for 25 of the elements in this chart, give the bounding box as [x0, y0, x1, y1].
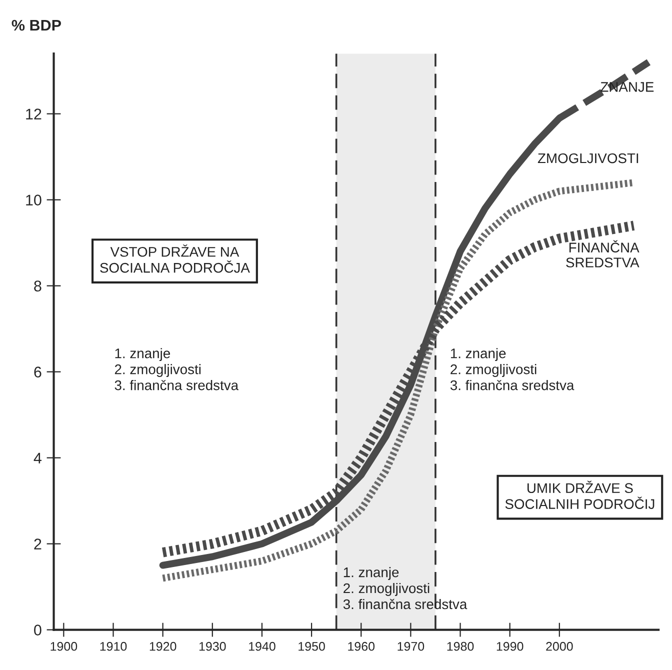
x-tick-label: 1950 — [298, 642, 325, 651]
x-tick-label: 1900 — [50, 642, 78, 651]
x-tick-label: 1970 — [398, 642, 424, 651]
x-tick-label: 1910 — [100, 642, 127, 651]
y-axis-title: % BDP — [12, 20, 61, 31]
y-tick-label: 0 — [34, 624, 42, 636]
annotation: 1. znanje 2. zmogljivosti 3. finančna sredstva — [114, 348, 239, 390]
y-tick-label: 6 — [34, 366, 42, 378]
annotation: 1. znanje 2. zmogljivosti 3. finančna sredstva — [450, 348, 574, 390]
y-tick-label: 12 — [26, 108, 42, 120]
x-tick-label: 1980 — [447, 642, 474, 651]
y-tick-label: 4 — [34, 452, 42, 464]
x-tick-label: 1930 — [199, 642, 226, 651]
annotation: VSTOP DRŽAVE NA SOCIALNA PODROČJA — [100, 244, 250, 273]
y-tick-label: 8 — [34, 280, 42, 292]
x-tick-label: 1920 — [150, 642, 176, 651]
y-tick-label: 2 — [34, 538, 42, 550]
x-tick-label: 1990 — [496, 642, 524, 651]
annotation: UMIK DRŽAVE S SOCIALNIH PODROČIJ — [505, 480, 654, 509]
series-label: ZMOGLJIVOSTI — [538, 153, 638, 164]
series-label: FINANČNA SREDSTVA — [566, 240, 640, 268]
x-tick-label: 2000 — [546, 642, 573, 651]
x-tick-label: 1960 — [348, 642, 375, 651]
x-tick-label: 1940 — [249, 642, 276, 651]
y-tick-label: 10 — [26, 194, 42, 206]
